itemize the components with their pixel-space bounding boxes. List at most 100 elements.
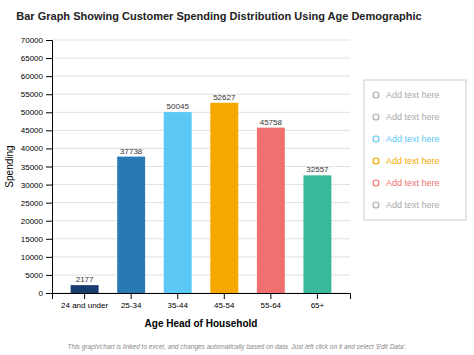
tick-mark xyxy=(46,40,52,41)
tick-mark xyxy=(46,130,52,131)
tick-label: 35-44 xyxy=(167,301,188,310)
tick: 35000 xyxy=(21,163,52,172)
tick: 40000 xyxy=(21,144,52,153)
tick-label: 65000 xyxy=(21,54,44,63)
grid-line xyxy=(52,94,350,95)
tick-mark xyxy=(46,185,52,186)
chart: Bar Graph Showing Customer Spending Dist… xyxy=(0,0,474,355)
tick-mark xyxy=(46,58,52,59)
grid-line xyxy=(52,112,350,113)
tick-label: 55000 xyxy=(21,90,44,99)
tick-mark xyxy=(270,293,271,299)
tick-label: 20000 xyxy=(21,217,44,226)
footer: This graph/chart is linked to excel, and… xyxy=(68,343,407,351)
legend-label: Add text here xyxy=(386,90,440,100)
tick: 65+ xyxy=(311,293,325,310)
tick-label: 30000 xyxy=(21,181,44,190)
tick-mark xyxy=(46,203,52,204)
tick-mark xyxy=(46,257,52,258)
tick: 70000 xyxy=(21,36,52,45)
y-axis: 0 5000 10000 15000 20000 25000 30000 35000 40000… xyxy=(21,36,53,298)
tick-label: 5000 xyxy=(25,271,43,280)
x-axis-title: Age Head of Household xyxy=(145,318,258,329)
title: Bar Graph Showing Customer Spending Dist… xyxy=(16,10,421,22)
tick: 0 xyxy=(39,289,52,298)
tick: 60000 xyxy=(21,72,52,81)
tick: 24 and under xyxy=(61,293,108,310)
bar xyxy=(257,128,285,293)
grid-line xyxy=(52,148,350,149)
tick-mark xyxy=(46,148,52,149)
tick-mark xyxy=(224,293,225,299)
legend-label: Add text here xyxy=(386,134,440,144)
tick: 55-64 xyxy=(261,293,282,310)
tick: 55000 xyxy=(21,90,52,99)
tick-mark xyxy=(317,293,318,299)
tick-mark xyxy=(84,293,85,299)
bar xyxy=(71,285,99,293)
tick-label: 0 xyxy=(39,289,44,298)
bar xyxy=(164,112,192,293)
tick-label: 50000 xyxy=(21,108,44,117)
tick-label: 70000 xyxy=(21,36,44,45)
tick-mark xyxy=(46,167,52,168)
grid-line xyxy=(52,76,350,77)
tick-mark xyxy=(46,94,52,95)
legend-marker xyxy=(373,180,379,186)
bar xyxy=(210,103,238,293)
tick: 20000 xyxy=(21,217,52,226)
legend-label: Add text here xyxy=(386,156,440,166)
axis-line xyxy=(53,294,351,300)
tick: 5000 xyxy=(25,271,52,280)
axis-line xyxy=(46,41,53,294)
tick-label: 15000 xyxy=(21,235,44,244)
data-label: 2177 xyxy=(76,275,94,284)
tick: 25-34 xyxy=(121,293,142,310)
legend-marker xyxy=(373,136,379,142)
bar xyxy=(303,175,331,293)
grid-line xyxy=(52,40,350,41)
tick-label: 45-54 xyxy=(214,301,235,310)
grid-line xyxy=(52,130,350,131)
tick-label: 25000 xyxy=(21,199,44,208)
plot: 0 5000 10000 15000 20000 25000 30000 35000 40000… xyxy=(21,36,351,310)
data-label: 52627 xyxy=(213,93,236,102)
legend-label: Add text here xyxy=(386,178,440,188)
tick-mark xyxy=(46,275,52,276)
tick-mark xyxy=(177,293,178,299)
legend-marker xyxy=(373,202,379,208)
bars xyxy=(71,103,332,293)
grid-line xyxy=(52,58,350,59)
tick-mark xyxy=(46,112,52,113)
legend-marker xyxy=(373,114,379,120)
tick: 35-44 xyxy=(167,293,188,310)
legend-marker xyxy=(373,92,379,98)
tick-label: 45000 xyxy=(21,126,44,135)
tick-label: 55-64 xyxy=(261,301,282,310)
tick-label: 65+ xyxy=(311,301,325,310)
tick-mark xyxy=(46,239,52,240)
tick: 50000 xyxy=(21,108,52,117)
tick-label: 25-34 xyxy=(121,301,142,310)
legend-marker xyxy=(373,158,379,164)
data-labels: 21773773850045526274575832557 xyxy=(76,93,329,284)
tick-label: 60000 xyxy=(21,72,44,81)
y-axis-title: Spending xyxy=(4,145,15,187)
tick-label: 35000 xyxy=(21,163,44,172)
tick: 30000 xyxy=(21,181,52,190)
bar xyxy=(117,157,145,293)
tick-mark xyxy=(46,221,52,222)
legend-label: Add text here xyxy=(386,200,440,210)
tick-label: 24 and under xyxy=(61,301,108,310)
x-axis: 24 and under 25-34 35-44 45-54 55-64 65+ xyxy=(53,293,351,310)
data-label: 45758 xyxy=(260,118,283,127)
tick-mark xyxy=(46,76,52,77)
tick: 65000 xyxy=(21,54,52,63)
tick-mark xyxy=(46,293,52,294)
tick-mark xyxy=(131,293,132,299)
data-label: 50045 xyxy=(167,102,190,111)
data-label: 32557 xyxy=(306,165,329,174)
tick-label: 10000 xyxy=(21,253,44,262)
legend-box xyxy=(364,80,466,220)
tick: 10000 xyxy=(21,253,52,262)
